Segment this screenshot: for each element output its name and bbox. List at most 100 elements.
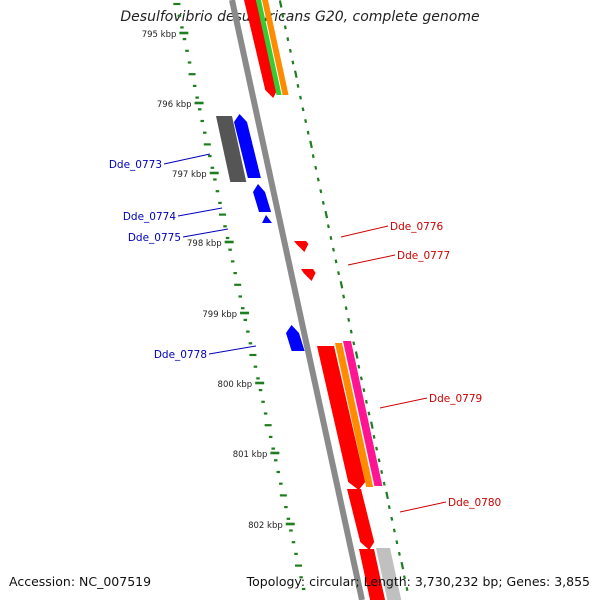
- tick-mark-right: [362, 388, 366, 393]
- tick-mark-right: [306, 130, 310, 135]
- gene-leader-line: [340, 225, 389, 238]
- tick-mark-right: [314, 165, 318, 170]
- gene-leader-line: [163, 153, 211, 165]
- gene-label-forward: Dde_0780: [448, 497, 501, 509]
- gene-feature-red: [347, 489, 375, 550]
- gene-feature-blue: [262, 215, 274, 223]
- tick-mark-right: [337, 271, 341, 276]
- tick-mark-right: [347, 317, 351, 322]
- kbp-tick-label: 801 kbp: [233, 450, 268, 460]
- map-title: Desulfovibrio desulfuricans G20, complet…: [120, 9, 480, 25]
- gene-feature-blue: [286, 325, 305, 351]
- tick-mark-right: [283, 25, 287, 30]
- tick-mark-right: [332, 247, 335, 252]
- gene-label-reverse: Dde_0773: [109, 159, 162, 171]
- gene-leader-line: [182, 228, 229, 238]
- gene-leader-line: [379, 397, 428, 409]
- tick-mark-right: [342, 294, 346, 299]
- gene-feature-green: [256, 0, 282, 95]
- gene-feature-dark-gray: [216, 116, 242, 182]
- kbp-tick-label: 802 kbp: [248, 521, 283, 531]
- tick-mark-right: [380, 470, 384, 474]
- tick-mark-right: [309, 140, 313, 149]
- gene-leader-line: [399, 501, 447, 513]
- gene-label-forward: Dde_0777: [397, 250, 450, 262]
- gene-feature-red: [359, 549, 386, 600]
- gene-leader-line: [208, 345, 257, 355]
- tick-mark-right: [299, 95, 302, 100]
- gene-feature-blue: [253, 184, 272, 212]
- tick-mark-right: [385, 491, 389, 500]
- tick-mark-right: [319, 189, 323, 194]
- gene-features: [216, 0, 402, 600]
- ticks-right-track: [278, 0, 409, 591]
- gene-feature-orange: [335, 343, 374, 487]
- tick-mark-right: [359, 376, 363, 381]
- gene-label-reverse: Dde_0774: [123, 211, 177, 223]
- gene-leader-line: [347, 254, 396, 266]
- tick-mark-right: [321, 200, 325, 205]
- gene-feature-blue: [234, 114, 261, 178]
- kbp-tick-label: 796 kbp: [157, 100, 192, 110]
- gene-feature-magenta: [343, 341, 383, 486]
- tick-mark-right: [354, 351, 359, 359]
- gene-label-forward: Dde_0776: [390, 221, 444, 233]
- tick-mark-right: [286, 37, 290, 42]
- tick-mark-right: [344, 306, 348, 311]
- tick-mark-right: [316, 177, 320, 182]
- tick-mark-right: [294, 70, 298, 78]
- tick-mark-right: [339, 281, 344, 289]
- gene-label-forward: Dde_0779: [429, 393, 482, 405]
- tick-mark-right: [329, 236, 333, 240]
- tick-mark-right: [370, 421, 374, 429]
- ticks-left-track: [173, 2, 306, 591]
- gene-label-reverse: Dde_0778: [154, 349, 207, 361]
- tick-mark-right: [387, 505, 391, 510]
- tick-mark-right: [291, 60, 295, 65]
- tick-mark-right: [301, 107, 305, 112]
- tick-mark-right: [382, 481, 386, 486]
- gene-labels: Dde_0773 Dde_0774 Dde_0775 Dde_0778 Dde_0776…: [109, 153, 501, 513]
- tick-mark-right: [395, 540, 399, 545]
- gene-label-reverse: Dde_0775: [128, 232, 181, 244]
- gene-feature-red: [244, 0, 278, 98]
- tick-mark-right: [334, 259, 338, 264]
- tick-mark-right: [397, 551, 401, 556]
- tick-mark-right: [377, 458, 381, 463]
- tick-mark-right: [278, 0, 283, 8]
- tick-mark-right: [326, 224, 330, 229]
- tick-mark-right: [311, 154, 315, 159]
- kbp-tick-labels: 795 kbp 796 kbp 797 kbp 798 kbp 799 kbp 800 k…: [142, 30, 295, 531]
- gene-feature-red: [301, 269, 316, 281]
- tick-mark-right: [288, 48, 292, 53]
- tick-mark-right: [357, 364, 361, 369]
- tick-mark-right: [304, 119, 308, 123]
- tick-mark-right: [281, 13, 285, 18]
- kbp-tick-label: 798 kbp: [187, 239, 222, 249]
- tick-mark-right: [403, 575, 406, 580]
- accession-text: Accession: NC_007519: [9, 574, 152, 589]
- gene-feature-light-gray: [376, 548, 402, 600]
- tick-mark-right: [364, 399, 368, 404]
- tick-mark-right: [390, 516, 394, 521]
- tick-mark-right: [392, 528, 396, 533]
- tick-mark-right: [405, 587, 409, 591]
- topology-text: Topology: circular; Length: 3,730,232 bp…: [246, 574, 590, 589]
- tick-mark-right: [352, 341, 356, 346]
- gene-feature-red: [317, 346, 366, 490]
- tick-mark-right: [349, 329, 353, 334]
- gene-feature-dark-gray: [226, 116, 247, 182]
- gene-feature-red: [294, 241, 309, 252]
- gene-leader-line: [177, 207, 223, 217]
- kbp-tick-label: 795 kbp: [142, 30, 177, 40]
- genome-backbone: [229, 0, 365, 600]
- kbp-tick-label: 800 kbp: [218, 380, 253, 390]
- gene-feature-orange: [262, 0, 289, 95]
- tick-mark-right: [367, 411, 371, 416]
- tick-mark-right: [296, 83, 300, 88]
- tick-mark-right: [400, 561, 405, 570]
- tick-mark-right: [372, 434, 376, 439]
- tick-mark-right: [375, 446, 379, 451]
- kbp-tick-label: 799 kbp: [202, 310, 237, 320]
